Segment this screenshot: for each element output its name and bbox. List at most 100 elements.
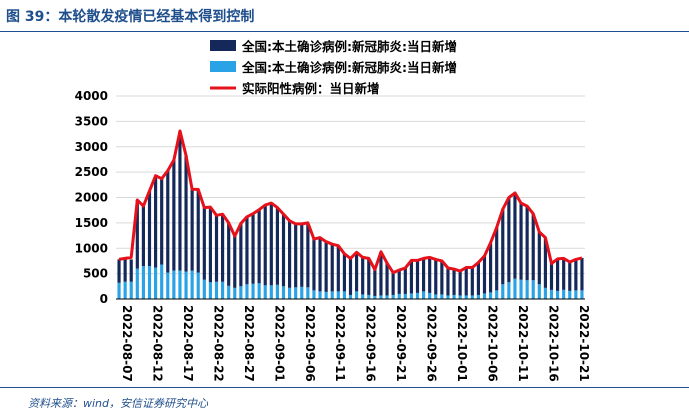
bar-light [336,291,340,299]
bar-light [513,278,517,299]
bar-light [403,293,407,299]
bar-light [141,266,145,299]
bar-dark [178,131,182,271]
bar-light [263,285,267,299]
x-tick-label: 2022-10-06 [486,305,500,382]
bar-light [446,295,450,299]
bar-dark [440,260,444,295]
bar-dark [464,267,468,296]
bar-light [367,294,371,299]
bar-light [239,286,243,299]
bar-light [154,267,158,299]
x-tick-label: 2022-09-26 [425,305,439,382]
legend-swatch-dark [210,40,236,51]
x-tick-label: 2022-09-16 [364,305,378,382]
bar-dark [160,178,164,265]
bar-dark [184,155,188,272]
bar-dark [470,267,474,296]
bar-light [117,282,121,299]
bar-dark [196,189,200,273]
bar-dark [501,209,505,285]
x-tick-label: 2022-09-06 [303,305,317,382]
bar-dark [525,206,529,281]
x-axis-ticks: 2022-08-07 2022-08-12 2022-08-17 2022-08-22… [120,305,591,382]
bar-light [214,281,219,299]
bar-light [342,291,346,299]
bar-dark [288,220,292,288]
bar-light [464,295,468,299]
y-axis-ticks: 0 500 1000 1500 2000 2500 3000 3500 4000 [75,89,108,306]
bar-dark [422,258,426,292]
source-rule [0,387,689,388]
bar-dark [415,260,420,293]
x-tick-label: 2022-08-07 [120,305,134,382]
bar-light [355,291,359,299]
bar-light [409,293,413,299]
x-tick-label: 2022-09-21 [394,305,408,382]
bar-light [172,270,176,299]
bar-dark [190,189,194,271]
bar-light [196,272,200,299]
chart: 0 500 1000 1500 2000 2500 3000 3500 4000 2022-08… [75,39,591,382]
bar-dark [269,203,273,286]
x-tick-label: 2022-10-11 [516,305,530,382]
x-tick-label: 2022-09-01 [272,305,286,382]
bar-light [397,293,401,299]
bar-light [208,282,212,299]
bar-light [428,292,432,299]
bar-light [257,283,261,299]
bar-dark [300,223,304,287]
bar-light [361,294,365,299]
bar-dark [458,271,462,296]
bar-dark [117,259,121,283]
bar-light [434,294,438,299]
bars-series-dark [117,131,584,296]
bar-dark [214,215,219,282]
bar-light [537,284,541,299]
bar-light [123,281,127,299]
bar-dark [580,257,584,291]
legend-swatch-light [210,61,236,72]
bar-light [184,271,188,299]
bar-dark [403,268,407,294]
bar-light [519,279,523,299]
bar-light [135,268,139,299]
bar-dark [312,239,316,291]
x-tick-label: 2022-10-01 [455,305,469,382]
bar-dark [549,263,554,290]
source-note: 资料来源：wind，安信证券研究中心 [28,397,209,410]
bar-dark [318,237,322,292]
x-tick-label: 2022-08-27 [242,305,256,382]
legend: 全国:本土确诊病例:新冠肺炎:当日新增全国:本土确诊病例:新冠肺炎:当日新增实际… [210,39,457,96]
bar-dark [531,213,535,281]
bar-light [580,290,584,299]
bar-dark [428,257,432,293]
bar-light [379,295,383,299]
bar-dark [391,272,395,295]
bar-light [458,295,462,299]
bar-light [129,281,133,299]
bar-light [160,264,164,299]
bar-dark [129,259,133,282]
bar-dark [275,207,279,285]
series-line-positive [118,129,583,275]
bar-dark [342,253,346,292]
legend-label: 全国:本土确诊病例:新冠肺炎:当日新增 [241,39,457,54]
bar-light [489,292,493,299]
bar-light [281,286,286,299]
bar-dark [385,262,389,296]
bar-dark [166,170,170,273]
bar-dark [208,207,212,283]
y-tick-label: 1500 [75,216,108,230]
bar-light [562,289,566,299]
bar-dark [379,251,383,296]
bar-light [452,294,456,299]
bar-dark [294,223,298,288]
bar-dark [361,257,365,295]
bar-light [507,282,511,299]
bar-light [251,283,255,299]
bar-dark [123,258,127,282]
bar-light [482,293,487,299]
bar-dark [537,232,541,285]
bar-light [275,284,279,299]
